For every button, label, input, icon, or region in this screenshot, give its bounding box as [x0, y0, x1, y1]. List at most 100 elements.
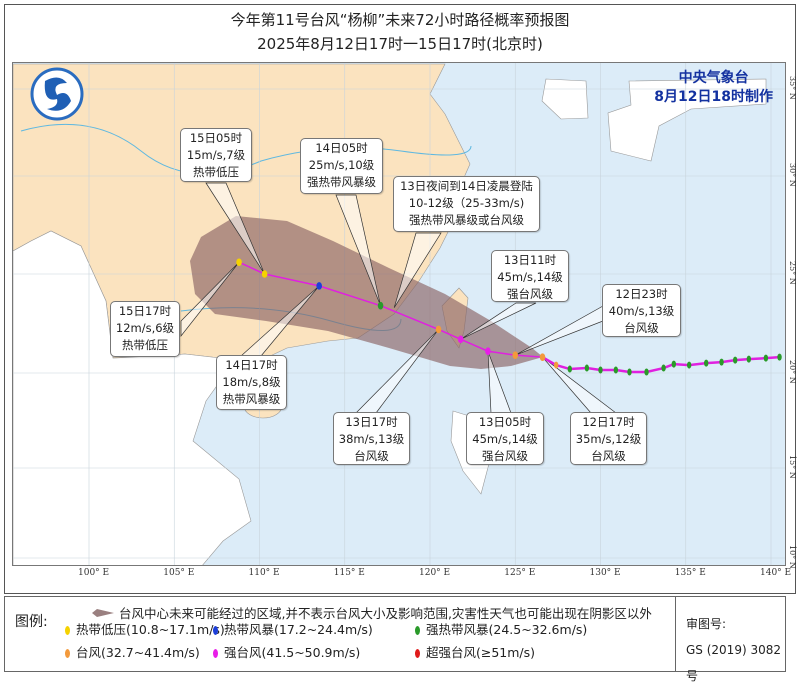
past-track-point	[661, 364, 666, 372]
callout-time: 13日05时	[478, 415, 532, 429]
callout-time: 13日11时	[503, 253, 557, 267]
callout-pointer	[393, 232, 442, 308]
callout-grade: 强台风级	[482, 449, 528, 463]
intensity-dot-icon	[415, 626, 420, 635]
forecast-callout: 14日17时 18m/s,8级 热带风暴级	[216, 355, 287, 410]
legend-item: 强台风(41.5~50.9m/s)	[213, 642, 360, 661]
probability-cone	[190, 216, 543, 369]
latitude-label: 10° N	[788, 545, 797, 569]
forecast-point	[316, 282, 322, 290]
callout-time: 15日17时	[118, 304, 172, 318]
legend-item-label: 超强台风(≥51m/s)	[426, 645, 536, 660]
past-track-point	[567, 365, 573, 373]
callout-grade: 台风级	[354, 449, 389, 463]
cma-logo-icon	[30, 67, 84, 121]
callout-grade: 热带风暴级	[222, 392, 281, 406]
intensity-dot-icon	[213, 649, 218, 658]
callout-wind: 45m/s,14级	[472, 432, 538, 446]
longitude-label: 130° E	[589, 568, 621, 578]
forecast-point	[236, 258, 242, 267]
legend-item-label: 热带风暴(17.2~24.4m/s)	[224, 622, 373, 637]
callout-time: 13日17时	[345, 415, 398, 429]
callout-wind: 38m/s,13级	[338, 432, 405, 446]
cone-swatch-icon	[92, 609, 114, 617]
past-track-point	[746, 355, 752, 363]
legend-item: 强热带风暴(24.5~32.6m/s)	[415, 619, 587, 638]
callout-grade: 台风级	[591, 449, 626, 463]
forecast-callout: 15日05时 15m/s,7级 热带低压	[180, 128, 252, 182]
past-track-point	[613, 366, 619, 374]
legend-title: 图例:	[15, 614, 48, 630]
past-track-point	[763, 354, 769, 362]
longitude-label: 110° E	[248, 568, 280, 578]
forecast-point	[512, 351, 519, 359]
forecast-point	[457, 335, 464, 344]
forecast-callout: 13日05时 45m/s,14级 强台风级	[466, 412, 544, 465]
legend-item: 热带低压(10.8~17.1m/s)	[65, 619, 225, 638]
callout-pointer	[335, 194, 381, 306]
map-title: 今年第11号台风“杨柳”未来72小时路径概率预报图	[230, 11, 570, 29]
longitude-label: 135° E	[674, 568, 706, 578]
callout-time: 14日05时	[315, 141, 368, 155]
legend: 图例: 台风中心未来可能经过的区域,并不表示台风大小及影响范围,灾害性天气也可能…	[4, 596, 786, 683]
callout-time: 15日05时	[189, 131, 243, 145]
intensity-dot-icon	[415, 649, 420, 658]
issue-time: 8月12日18时制作	[654, 89, 773, 105]
legend-cone: 台风中心未来可能经过的区域,并不表示台风大小及影响范围,灾害性天气也可能出现在阴…	[91, 603, 652, 622]
callout-grade: 热带低压	[193, 165, 239, 179]
callout-time: 14日17时	[225, 358, 278, 372]
past-track-point	[584, 364, 590, 372]
callout-pointer	[460, 302, 537, 340]
callout-grade: 强热带风暴级	[307, 175, 376, 189]
longitude-label: 105° E	[163, 568, 195, 578]
latitude-label: 15° N	[788, 455, 797, 479]
forecast-point	[539, 353, 546, 361]
past-track-point	[719, 358, 724, 366]
forecast-callout: 14日05时 25m/s,10级 强热带风暴级	[300, 138, 383, 194]
typhoon-track	[236, 258, 782, 376]
past-track-point	[732, 356, 738, 364]
callout-wind: 35m/s,12级	[575, 432, 642, 446]
legend-item: 台风(32.7~41.4m/s)	[65, 642, 200, 661]
callout-wind: 40m/s,13级	[608, 304, 675, 318]
agency-stamp: 中央气象台 8月12日18时制作	[654, 69, 773, 107]
intensity-dot-icon	[213, 626, 218, 635]
forecast-point	[485, 347, 491, 356]
map-subtitle: 2025年8月12日17时一15日17时(北京时)	[257, 35, 543, 53]
latitude-label: 25° N	[788, 261, 797, 285]
past-track-point	[671, 360, 677, 368]
legend-cone-text: 台风中心未来可能经过的区域,并不表示台风大小及影响范围,灾害性天气也可能出现在阴…	[118, 606, 652, 621]
legend-item-label: 强热带风暴(24.5~32.6m/s)	[426, 622, 588, 637]
legend-item: 热带风暴(17.2~24.4m/s)	[213, 619, 373, 638]
callout-time: 12日17时	[582, 415, 635, 429]
approval-box: 审图号: GS (2019) 3082号	[675, 597, 786, 683]
callout-time: 12日23时	[615, 287, 668, 301]
forecast-callout: 13日17时 38m/s,13级 台风级	[333, 412, 410, 465]
japan-islands	[607, 78, 767, 162]
callout-pointer	[180, 261, 240, 338]
legend-item: 超强台风(≥51m/s)	[415, 642, 535, 661]
longitude-label: 140° E	[760, 568, 792, 578]
latitude-label: 35° N	[788, 76, 797, 100]
past-track-point	[627, 368, 632, 376]
callout-wind: 45m/s,14级	[497, 270, 563, 284]
landfall-time: 13日夜间到14日凌晨登陆	[400, 179, 533, 193]
past-track-point	[686, 361, 692, 369]
past-track-point	[644, 368, 649, 376]
callout-grade: 台风级	[624, 321, 659, 335]
past-track-point	[598, 366, 603, 374]
intensity-dot-icon	[65, 649, 70, 658]
landfall-intensity: 10-12级（25-33m/s)	[408, 196, 525, 210]
past-track-point	[553, 361, 559, 369]
forecast-point	[261, 270, 268, 278]
forecast-callout: 13日11时 45m/s,14级 强台风级	[491, 250, 569, 302]
forecast-callout: 12日17时 35m/s,12级 台风级	[570, 412, 647, 465]
latitude-label: 20° N	[788, 360, 797, 384]
approval-number: GS (2019) 3082号	[686, 643, 781, 683]
forecast-point	[377, 301, 384, 310]
forecast-callout: 15日17时 12m/s,6级 热带低压	[110, 301, 180, 357]
latitude-label: 30° N	[788, 163, 797, 187]
callout-wind: 25m/s,10级	[308, 158, 375, 172]
callout-grade: 热带低压	[122, 338, 168, 352]
longitude-label: 115° E	[333, 568, 365, 578]
